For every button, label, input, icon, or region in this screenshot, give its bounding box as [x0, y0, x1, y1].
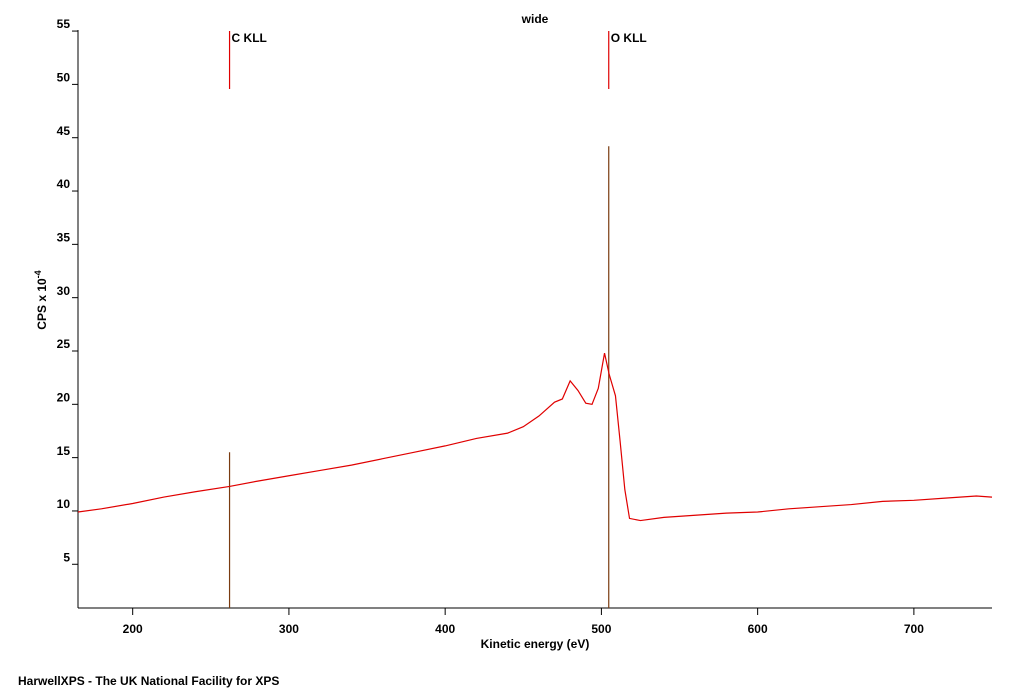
y-tick-label: 10	[57, 497, 71, 511]
y-tick-label: 50	[57, 71, 71, 85]
x-tick-label: 500	[591, 622, 611, 636]
y-axis-label: CPS x 10-4	[33, 270, 49, 329]
y-tick-label: 15	[57, 444, 71, 458]
chart-title: wide	[521, 12, 549, 26]
y-tick-label: 45	[57, 124, 71, 138]
x-axis-label: Kinetic energy (eV)	[481, 637, 590, 651]
x-tick-label: 400	[435, 622, 455, 636]
footer: HarwellXPS - The UK National Facility fo…	[18, 674, 279, 688]
x-tick-label: 200	[123, 622, 143, 636]
y-tick-label: 35	[57, 231, 71, 245]
y-tick-label: 20	[57, 390, 71, 404]
y-tick-label: 55	[57, 17, 71, 31]
y-tick-label: 40	[57, 177, 71, 191]
peak-label: C KLL	[232, 31, 267, 45]
x-tick-label: 300	[279, 622, 299, 636]
y-axis-label-exponent: -4	[33, 270, 43, 278]
spectrum-line	[77, 353, 993, 522]
x-tick-label: 700	[904, 622, 924, 636]
y-tick-label: 5	[63, 550, 70, 564]
y-tick-label: 25	[57, 337, 71, 351]
peak-label: O KLL	[611, 31, 647, 45]
y-axis-label-text: CPS x 10	[35, 278, 49, 330]
y-tick-label: 30	[57, 284, 71, 298]
x-tick-label: 600	[748, 622, 768, 636]
